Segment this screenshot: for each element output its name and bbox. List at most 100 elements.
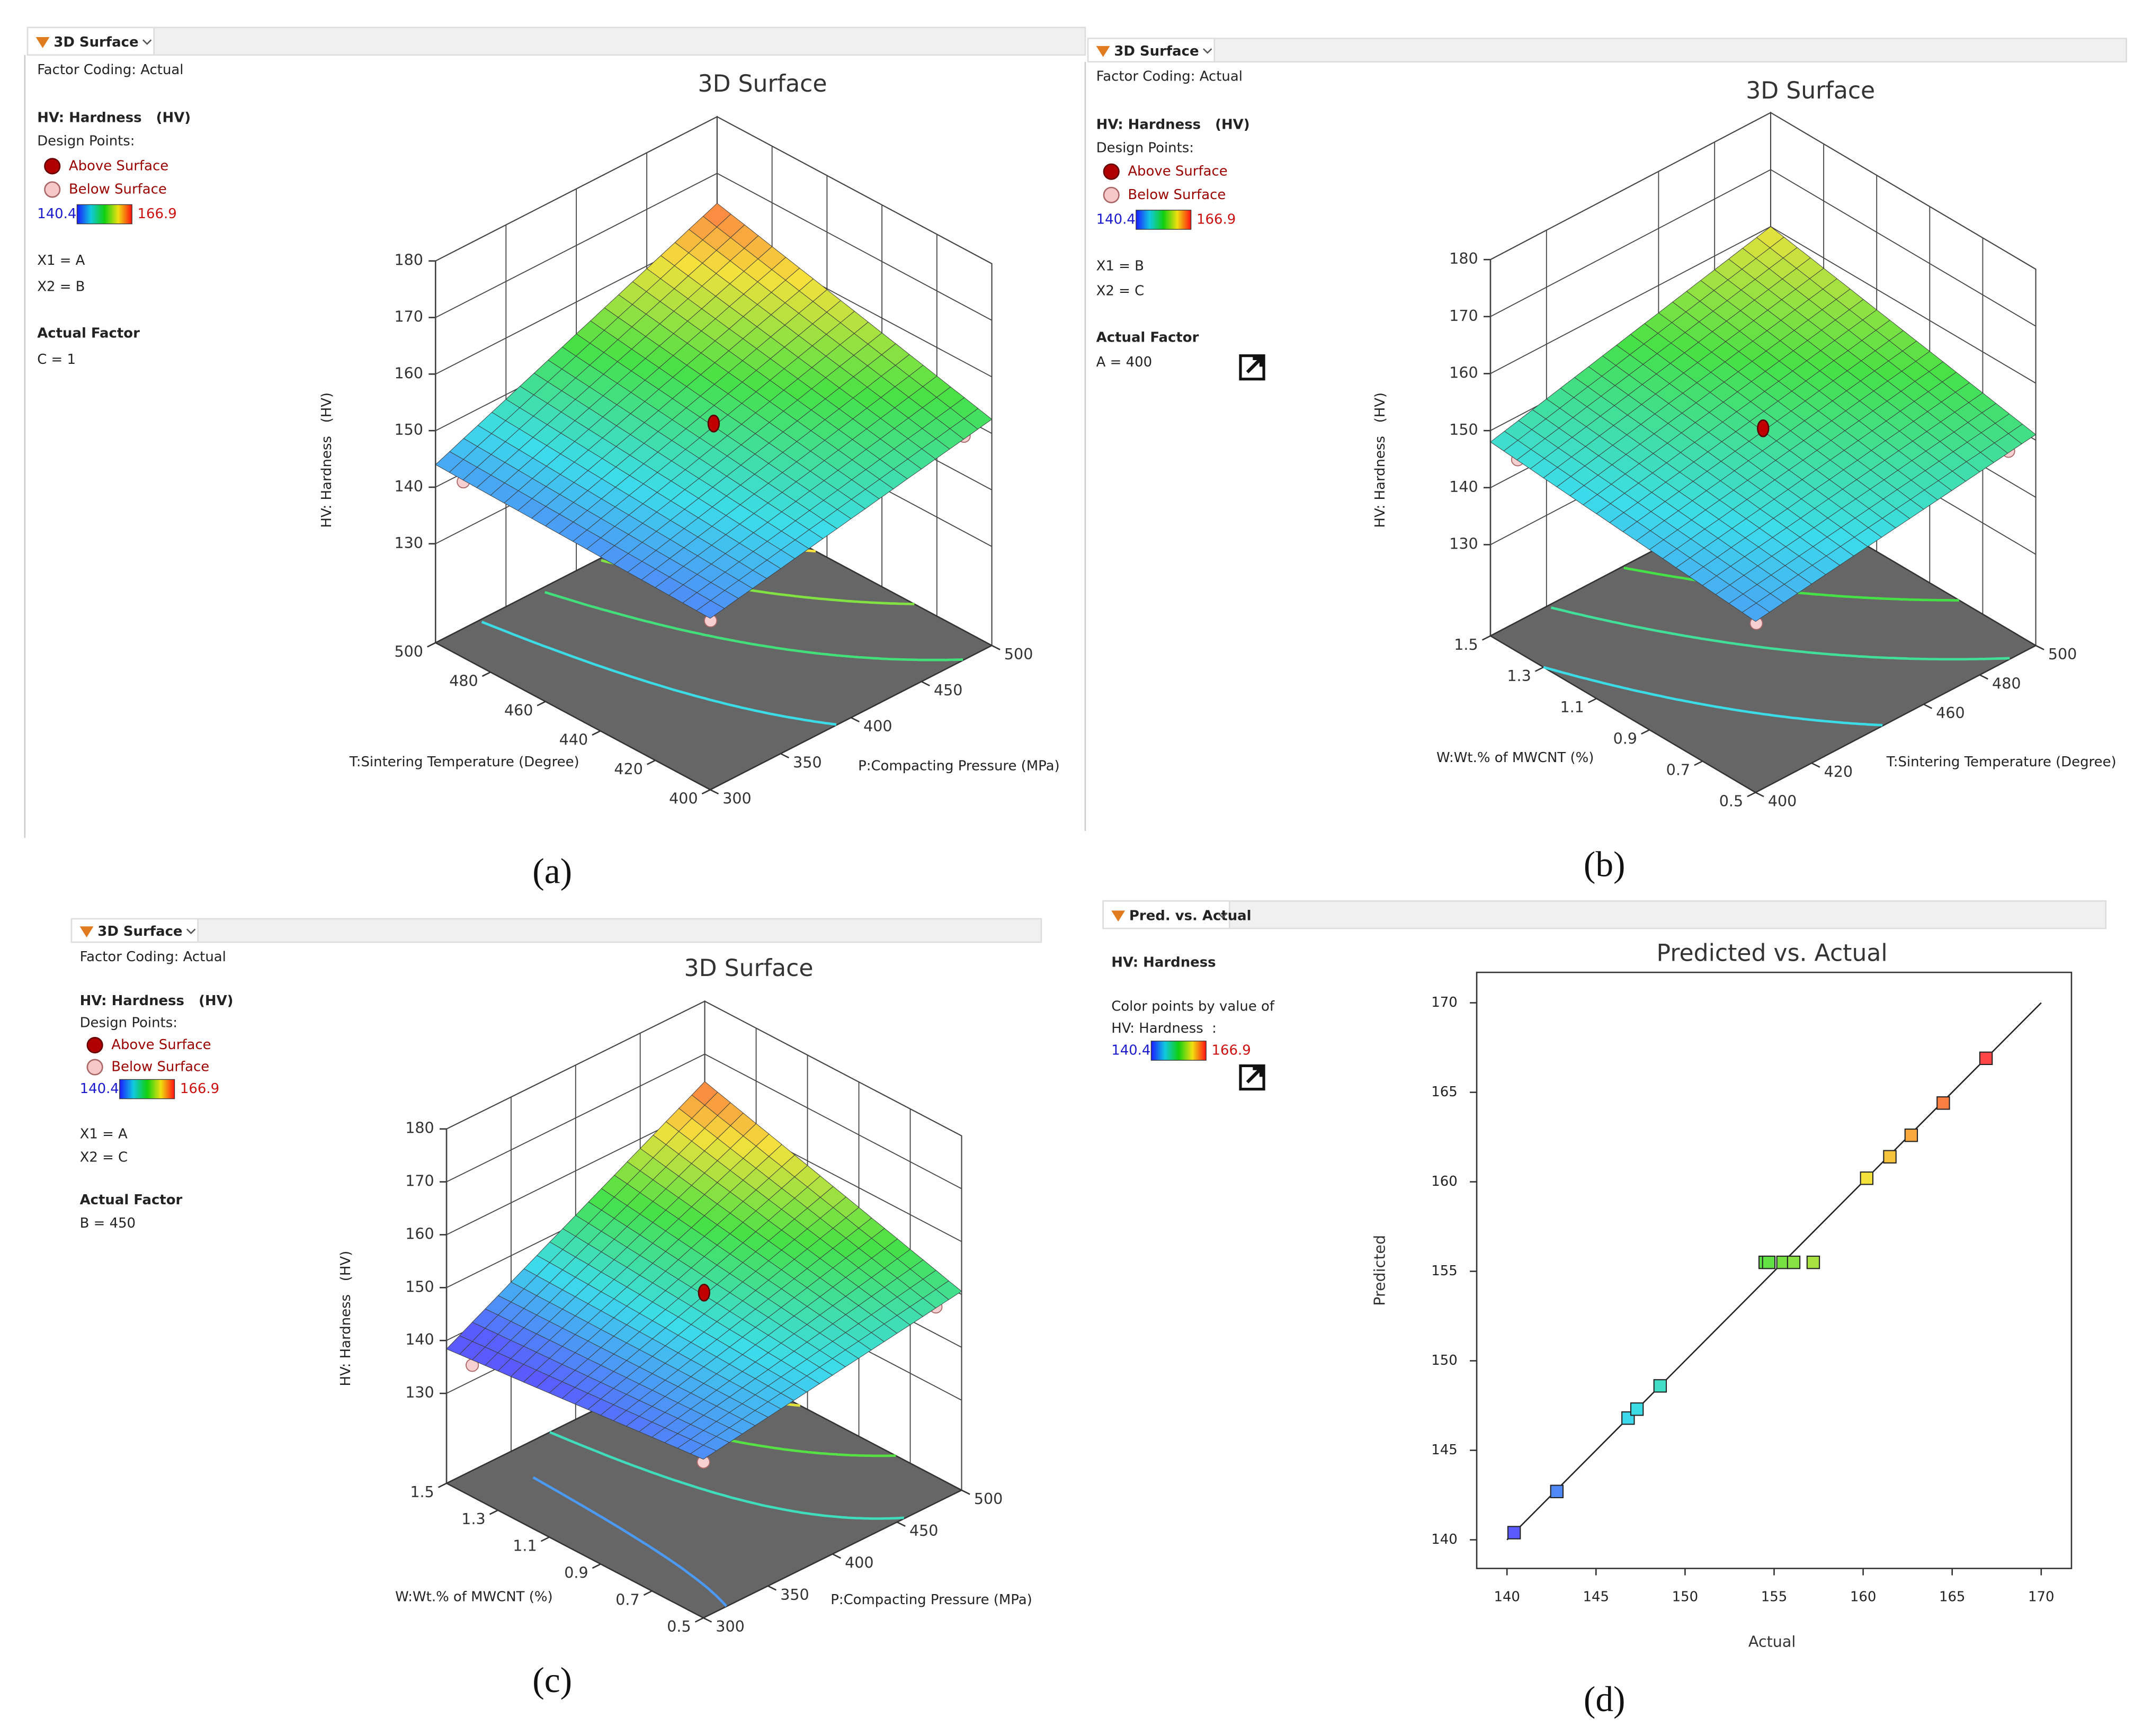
- z-tick-label: 130: [1449, 535, 1478, 552]
- legend-marker: [1103, 186, 1120, 203]
- actual-factor: Actual Factor: [1096, 329, 1199, 345]
- legend-label: Below Surface: [1128, 187, 1226, 203]
- popout-icon[interactable]: [1239, 1064, 1265, 1091]
- z-tick-label: 130: [405, 1384, 434, 1401]
- tab[interactable]: [70, 918, 199, 943]
- legend-marker: [44, 181, 61, 198]
- z-tick-label: 160: [394, 364, 423, 382]
- actual-factor-value: A = 400: [1096, 354, 1152, 370]
- design-points: Design Points:: [80, 1015, 177, 1031]
- z-axis-label: HV: Hardness (HV): [338, 1251, 354, 1386]
- x-tick-label: 150: [1672, 1589, 1698, 1605]
- x-axis-label: P:Compacting Pressure (MPa): [831, 1592, 1032, 1608]
- x-axis-label: Actual: [1748, 1633, 1796, 1651]
- tick-mark: [437, 1482, 447, 1488]
- tick-mark: [832, 1553, 841, 1559]
- z-tick-label: 150: [394, 421, 423, 439]
- tick-mark: [1588, 697, 1597, 703]
- y-axis-label: W:Wt.% of MWCNT (%): [395, 1589, 552, 1605]
- contour: [1550, 606, 2010, 661]
- point: [1630, 1402, 1644, 1416]
- x-tick-label: 500: [974, 1490, 1003, 1508]
- x-tick-label: 170: [2028, 1589, 2054, 1605]
- y-tick-label: 145: [1431, 1442, 1457, 1458]
- x-tick-label: 400: [863, 718, 892, 735]
- legend-label: Below Surface: [111, 1059, 209, 1075]
- colorbar: [119, 1079, 175, 1099]
- point: [1936, 1096, 1950, 1110]
- tick-mark: [780, 753, 789, 759]
- z-tick-label: 170: [1449, 307, 1478, 325]
- y-axis-label: Predicted: [1371, 1235, 1389, 1306]
- y-tick-label: 1.1: [1560, 699, 1584, 716]
- response: HV: Hardness (HV): [1096, 117, 1250, 132]
- x-tick-label: 500: [1004, 646, 1033, 663]
- response: HV: Hardness (HV): [80, 993, 234, 1009]
- legend-marker: [44, 158, 61, 175]
- tick-mark: [592, 1563, 601, 1569]
- z-tick-label: 180: [1449, 250, 1478, 267]
- y-tick-label: 0.7: [1666, 761, 1690, 778]
- factor-coding: Factor Coding: Actual: [80, 949, 226, 965]
- colorbar-min: 140.4: [80, 1081, 119, 1097]
- surface-cell: [1742, 603, 1770, 622]
- y-tick-label: 170: [1431, 995, 1457, 1010]
- colorbar-max: 166.9: [1212, 1042, 1251, 1058]
- panel-label: (d): [1584, 1679, 1626, 1719]
- tab-menu[interactable]: [186, 928, 196, 935]
- z-tick-label: 130: [394, 534, 423, 552]
- tab-label: Pred. vs. Actual: [1129, 908, 1252, 924]
- legend-label: Above Surface: [69, 158, 168, 174]
- y-tick-label: 0.9: [1613, 730, 1637, 747]
- z-tick-label: 140: [405, 1331, 434, 1348]
- actual-factor-value: B = 450: [80, 1215, 136, 1231]
- tick-mark: [1923, 703, 1933, 709]
- tick-mark: [540, 1536, 550, 1542]
- tab-bar: [26, 26, 1086, 56]
- contour: [544, 591, 963, 661]
- x-tick-label: 500: [2048, 646, 2077, 663]
- x-tick-label: 140: [1494, 1589, 1520, 1605]
- tab-bar: [1102, 900, 2107, 929]
- point: [1904, 1128, 1918, 1142]
- point: [1787, 1255, 1801, 1269]
- y-tick-label: 140: [1431, 1532, 1457, 1547]
- color-note-response: HV: Hardness :: [1111, 1021, 1217, 1036]
- y-axis-label: T:Sintering Temperature (Degree): [349, 754, 579, 770]
- panel-label: (b): [1584, 844, 1626, 884]
- fit-line: [1506, 1002, 2042, 1541]
- surface-cell: [690, 1445, 717, 1460]
- colorbar-max: 166.9: [138, 206, 177, 222]
- tab-icon: [35, 37, 50, 48]
- tab[interactable]: [1102, 900, 1230, 929]
- point: [1860, 1171, 1874, 1185]
- colorbar: [76, 204, 132, 225]
- legend-label: Below Surface: [69, 181, 167, 197]
- tab-menu[interactable]: [1203, 48, 1212, 54]
- y-tick-label: 0.7: [615, 1591, 639, 1608]
- tick-mark: [897, 1521, 906, 1527]
- tab[interactable]: [1087, 38, 1216, 62]
- z-tick-label: 170: [405, 1173, 434, 1190]
- tick-mark: [1694, 760, 1703, 766]
- design-point: [698, 1283, 710, 1302]
- colorbar-max: 166.9: [1196, 211, 1236, 227]
- factor-coding: Factor Coding: Actual: [1096, 69, 1243, 85]
- y-tick-label: 0.5: [667, 1618, 691, 1635]
- tick-mark: [2035, 645, 2044, 650]
- contour: [532, 1476, 728, 1607]
- chart-title: 3D Surface: [684, 955, 814, 982]
- x1-factor: X1 = B: [1096, 258, 1144, 274]
- tick-mark: [1755, 792, 1764, 798]
- x1-factor: X1 = A: [80, 1126, 128, 1142]
- tick-mark: [1641, 729, 1650, 735]
- panel-label: (a): [532, 851, 572, 891]
- tick-mark: [643, 1590, 653, 1596]
- tab[interactable]: [26, 26, 155, 56]
- y-tick-label: 160: [1431, 1174, 1457, 1189]
- design-point: [707, 414, 720, 433]
- tab-menu[interactable]: [1218, 912, 1227, 919]
- popout-icon[interactable]: [1239, 353, 1266, 381]
- tick-mark: [1979, 674, 1988, 680]
- tab-menu[interactable]: [142, 39, 152, 45]
